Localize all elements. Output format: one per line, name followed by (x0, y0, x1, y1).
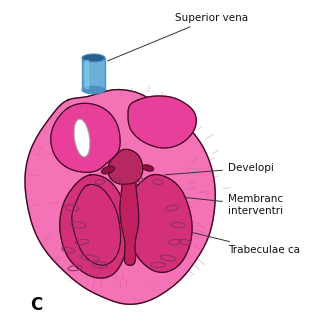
Polygon shape (128, 96, 196, 148)
Ellipse shape (74, 119, 90, 157)
Ellipse shape (82, 54, 105, 62)
Text: Developi: Developi (165, 163, 274, 175)
Ellipse shape (82, 86, 105, 94)
Polygon shape (108, 149, 143, 184)
Text: Membranc
interventri: Membranc interventri (165, 194, 283, 216)
Ellipse shape (101, 166, 115, 174)
Polygon shape (60, 175, 129, 278)
Polygon shape (82, 58, 105, 90)
Text: C: C (30, 296, 42, 314)
Text: Superior vena: Superior vena (108, 13, 248, 61)
Polygon shape (128, 175, 192, 272)
Polygon shape (85, 60, 88, 88)
Ellipse shape (142, 165, 154, 171)
Polygon shape (25, 90, 215, 304)
Polygon shape (120, 171, 139, 265)
Text: Trabeculae ca: Trabeculae ca (185, 231, 300, 255)
Polygon shape (51, 103, 120, 172)
